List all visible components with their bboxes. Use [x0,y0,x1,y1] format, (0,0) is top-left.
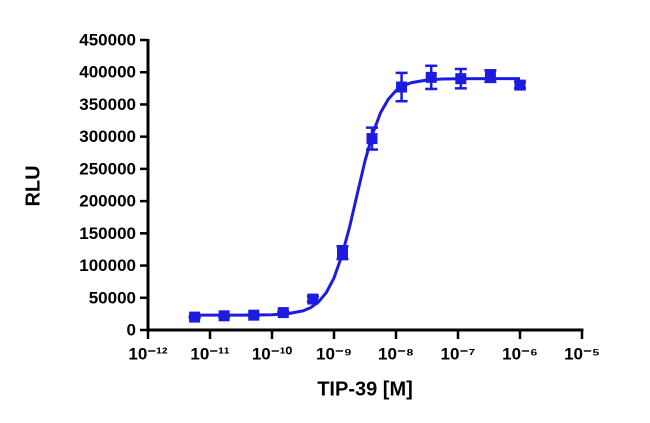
x-tick-label: 10⁻¹⁰ [252,344,293,363]
data-point [307,293,319,305]
x-tick-label: 10⁻¹² [128,344,168,363]
x-tick-label: 10⁻⁵ [564,344,600,363]
x-tick-label: 10⁻⁷ [441,344,476,363]
y-axis-title: RLU [22,165,44,206]
x-tick-label: 10⁻¹¹ [190,344,230,363]
data-point [189,311,201,323]
y-tick-label: 0 [127,320,136,339]
y-tick-label: 250000 [79,159,136,178]
y-tick-label: 400000 [79,63,136,82]
y-tick-label: 350000 [79,95,136,114]
fit-curve [194,77,520,317]
y-tick-label: 100000 [79,256,136,275]
y-tick-label: 150000 [79,224,136,243]
data-point [484,70,496,82]
y-tick-label: 450000 [79,30,136,49]
y-tick-label: 200000 [79,192,136,211]
y-tick-label: 300000 [79,127,136,146]
x-tick-label: 10⁻⁹ [316,344,352,363]
data-point [425,71,437,83]
x-tick-label: 10⁻⁸ [378,344,414,363]
data-point [514,79,526,91]
y-tick-label: 50000 [89,288,136,307]
x-axis-title: TIP-39 [M] [317,378,413,400]
x-tick-label: 10⁻⁶ [502,344,538,363]
